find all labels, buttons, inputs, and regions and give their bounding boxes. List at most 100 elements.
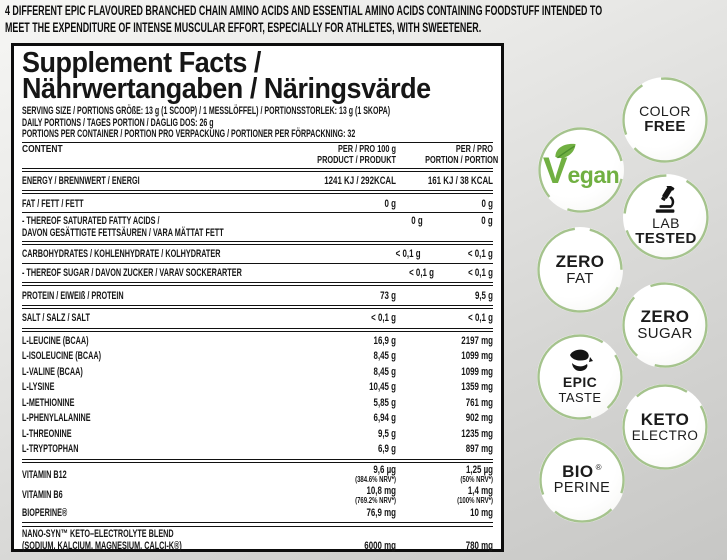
row-value-per-portion: 0 g — [481, 197, 493, 210]
badge-color-free: COLOR FREE — [622, 77, 708, 163]
row-value-per-100g: 10,45 g — [369, 381, 396, 394]
table-row: L-LEUCINE (BCAA) 16,9 g 2197 mg — [22, 333, 493, 349]
divider — [22, 190, 493, 195]
row-value-per-100g: 73 g — [380, 289, 396, 302]
table-header: CONTENT PER / PRO 100 g PRODUCT / PRODUK… — [22, 143, 499, 167]
table-row: VITAMIN B6 10,8 mg (769.2% NRV*) 1,4 mg (100… — [22, 485, 493, 506]
row-value-per-portion: 1099 mg — [461, 350, 493, 363]
divider — [22, 327, 493, 332]
row-value-per-portion: 761 mg — [465, 396, 493, 409]
badge-epic-taste: EPIC TASTE — [537, 334, 623, 420]
row-value-per-100g: 16,9 g — [373, 334, 396, 347]
badge-label: PERINE — [553, 480, 611, 497]
table-row: L-ISOLEUCINE (BCAA) 8,45 g 1099 mg — [22, 349, 493, 365]
row-label: VITAMIN B12 — [22, 468, 67, 481]
row-label: L-METHIONINE — [22, 396, 75, 409]
panel-title: Supplement Facts / Nährwertangaben / När… — [22, 47, 493, 105]
vegan-wordmark: Vegan — [543, 143, 620, 189]
row-value-per-portion: 0 g — [481, 215, 493, 228]
description-line-2: MEET THE EXPENDITURE OF INTENSE MUSCULAR… — [5, 19, 482, 35]
badge-label: LAB — [652, 215, 680, 232]
badge-bio-perine: BIO ® PERINE — [539, 437, 625, 523]
table-row: L-TRYPTOPHAN 6,9 g 897 mg — [22, 442, 493, 458]
row-value-per-portion: 1235 mg — [461, 427, 493, 440]
row-label: BIOPERINE® — [22, 507, 68, 520]
column-header-per-portion: PER / PRO PORTION / PORTION — [425, 143, 499, 167]
row-value-per-portion: 1359 mg — [461, 381, 493, 394]
registered-mark: ® — [595, 463, 602, 473]
row-label: FAT / FETT / FETT — [22, 197, 84, 210]
badge-label: FAT — [566, 270, 594, 288]
badge-ring — [537, 227, 623, 313]
row-label: SALT / SALZ / SALT — [22, 312, 90, 325]
divider — [22, 282, 493, 287]
badge-ring — [623, 174, 709, 260]
table-row: L-PHENYLALANINE 6,94 g 902 mg — [22, 411, 493, 427]
panel-title-line-1: Supplement Facts / — [22, 47, 261, 79]
row-value-per-100g: 5,85 g — [373, 396, 396, 409]
badge-zero-sugar: ZERO SUGAR — [622, 282, 708, 368]
badge-label: SUGAR — [637, 325, 693, 343]
table-row: CARBOHYDRATES / KOHLENHYDRATE / KOLHYDRA… — [22, 247, 493, 263]
row-label: L-THREONINE — [22, 427, 72, 440]
badge-ring — [622, 77, 708, 163]
row-label: L-TRYPTOPHAN — [22, 443, 79, 456]
badge-ring — [622, 282, 708, 368]
row-value-per-portion: 10 mg — [470, 507, 493, 520]
product-description: 4 DIFFERENT EPIC FLAVOURED BRANCHED CHAI… — [5, 3, 727, 36]
divider — [22, 167, 493, 172]
row-value-per-portion: 9,5 g — [474, 289, 493, 302]
serving-size-line: SERVING SIZE / PORTIONS GRÖßE: 13 g (1 S… — [22, 105, 391, 117]
table-row: L-THREONINE 9,5 g 1235 mg — [22, 426, 493, 442]
divider — [22, 522, 493, 527]
row-value-per-portion: < 0,1 g — [468, 248, 493, 261]
badge-label: COLOR — [639, 103, 691, 120]
badge-ring — [622, 384, 708, 470]
row-label: - THEREOF SATURATED FATTY ACIDS / DAVON G… — [22, 215, 224, 240]
row-value-per-100g: < 0,1 g — [371, 312, 396, 325]
tongue-icon — [566, 349, 594, 373]
badge-vegan: Vegan — [538, 127, 624, 213]
badge-label: KETO — [640, 409, 690, 429]
column-header-per-100g: PER / PRO 100 g PRODUCT / PRODUKT — [317, 143, 396, 167]
row-label: NANO-SYN™ KETO–ELECTROLYTE BLEND (SODIUM,… — [22, 528, 182, 553]
divider — [22, 304, 493, 310]
badge-ring — [538, 127, 624, 213]
table-row: FAT / FETT / FETT 0 g 0 g — [22, 196, 493, 212]
serving-info: SERVING SIZE / PORTIONS GRÖßE: 13 g (1 S… — [22, 105, 493, 141]
panel-title-line-2: Nährwertangaben / Näringsvärde — [22, 73, 431, 105]
row-value-per-100g: < 0,1 g — [395, 248, 421, 261]
leaf-icon — [555, 143, 576, 158]
row-label: CARBOHYDRATES / KOHLENHYDRATE / KOLHYDRA… — [22, 248, 221, 261]
table-row: L-VALINE (BCAA) 8,45 g 1099 mg — [22, 364, 493, 380]
table-row: L-LYSINE 10,45 g 1359 mg — [22, 380, 493, 396]
table-row: L-METHIONINE 5,85 g 761 mg — [22, 395, 493, 411]
row-value-per-portion: 1,25 µg (50% NRV*) — [460, 464, 493, 485]
row-value-per-100g: < 0,1 g — [409, 266, 435, 279]
microscope-icon — [652, 184, 680, 214]
row-value-per-100g: 6,9 g — [377, 443, 396, 456]
row-label: ENERGY / BRENNWERT / ENERGI — [22, 175, 140, 188]
row-value-per-100g: 6,94 g — [373, 412, 396, 425]
row-label: VITAMIN B6 — [22, 489, 63, 502]
supplement-facts-panel: Supplement Facts / Nährwertangaben / När… — [11, 43, 504, 552]
table-row: SALT / SALZ / SALT < 0,1 g < 0,1 g — [22, 311, 493, 327]
table-row: BIOPERINE® 76,9 mg 10 mg — [22, 505, 493, 521]
row-value-per-portion: < 0,1 g — [468, 312, 493, 325]
badge-label: ZERO — [555, 251, 605, 271]
row-value-per-portion: 780 mg — [465, 540, 493, 553]
row-value-per-100g: 1241 KJ / 292KCAL — [324, 175, 396, 188]
row-value-per-100g: 0 g — [410, 215, 423, 228]
badge-zero-fat: ZERO FAT — [537, 227, 623, 313]
row-value-per-100g: 0 g — [384, 197, 396, 210]
row-value-per-portion: 2197 mg — [461, 334, 493, 347]
badge-ring — [537, 334, 623, 420]
table-row: VITAMIN B12 9,6 µg (384.6% NRV*) 1,25 µg (50… — [22, 464, 493, 485]
row-label: L-ISOLEUCINE (BCAA) — [22, 350, 102, 363]
divider — [22, 142, 493, 144]
row-value-per-100g: 6000 mg — [364, 540, 396, 553]
row-value-per-100g: 8,45 g — [373, 365, 396, 378]
daily-portions-line: DAILY PORTIONS / TAGES PORTION / DAGLIG … — [22, 116, 214, 129]
badge-label: BIO ® — [562, 461, 602, 481]
badge-label: TASTE — [558, 389, 602, 405]
